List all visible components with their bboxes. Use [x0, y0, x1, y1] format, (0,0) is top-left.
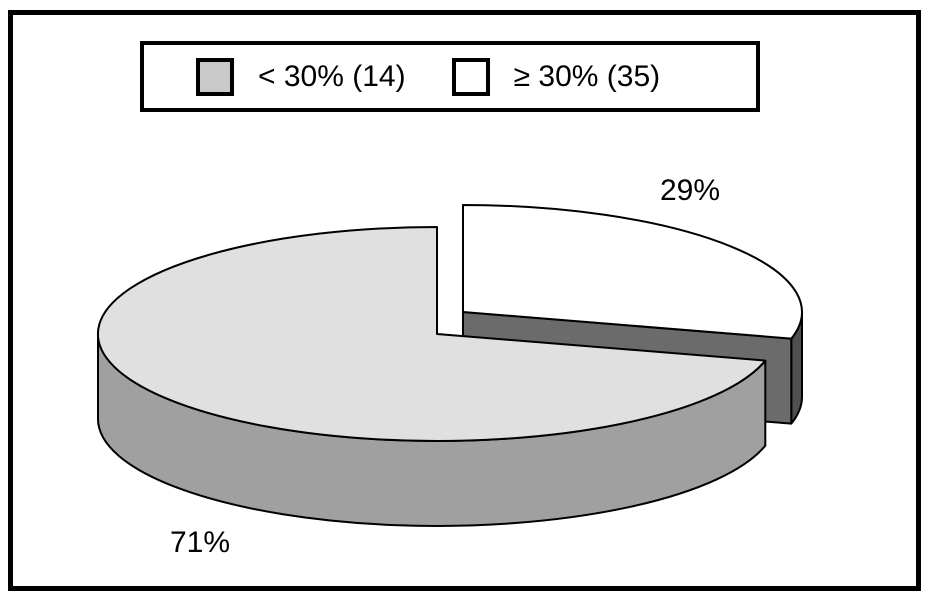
legend-item-ge30: ≥ 30% (35): [451, 57, 661, 96]
legend-swatch-gray: [196, 57, 234, 96]
legend-label-lt30: < 30% (14): [258, 59, 406, 93]
legend: < 30% (14) ≥ 30% (35): [140, 41, 760, 112]
legend-item-lt30: < 30% (14): [196, 57, 406, 96]
legend-swatch-white: [451, 57, 490, 96]
small-slice-top: [462, 204, 803, 340]
big-slice-top: [96, 226, 767, 442]
slice-label-71: 71%: [170, 526, 231, 559]
legend-label-ge30: ≥ 30% (35): [513, 59, 661, 93]
slice-label-29: 29%: [660, 174, 721, 207]
